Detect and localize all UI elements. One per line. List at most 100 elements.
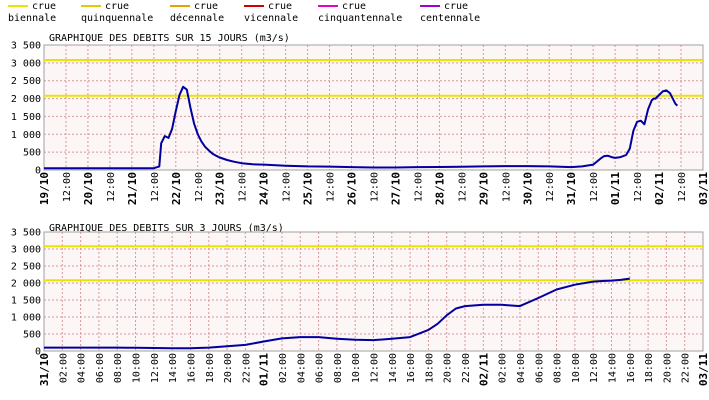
x-tick-label: 12:00	[62, 172, 73, 202]
x-tick-label: 22:00	[461, 353, 472, 383]
x-tick-label: 20:00	[223, 353, 234, 383]
y-tick-label: 0	[35, 347, 41, 358]
x-tick-label: 01/11	[258, 353, 271, 386]
chart-3-days: GRAPHIQUE DES DEBITS SUR 3 JOURS (m3/s) 0…	[11, 223, 709, 386]
x-tick-label: 06:00	[534, 353, 545, 383]
x-tick-label: 27/10	[389, 172, 402, 205]
y-tick-label: 2 000	[11, 279, 41, 290]
x-tick-label: 20:00	[443, 353, 454, 383]
y-tick-label: 500	[23, 148, 41, 159]
y-tick-label: 3 000	[11, 245, 41, 256]
x-tick-label: 02:00	[58, 353, 69, 383]
y-tick-label: 3 000	[11, 58, 41, 69]
y-tick-label: 0	[35, 166, 41, 177]
x-tick-label: 20:00	[662, 353, 673, 383]
x-tick-label: 28/10	[433, 172, 446, 205]
legend-item-quinquennale: crue quinquennale	[81, 1, 153, 24]
x-tick-label: 18:00	[644, 353, 655, 383]
x-tick-label: 26/10	[346, 172, 359, 205]
x-tick-label: 10:00	[351, 353, 362, 383]
chart-title: GRAPHIQUE DES DEBITS SUR 3 JOURS (m3/s)	[49, 223, 284, 234]
legend-swatch	[81, 4, 101, 7]
x-tick-label: 12:00	[677, 172, 688, 202]
legend-label: crue	[342, 1, 367, 12]
x-tick-label: 02:00	[498, 353, 509, 383]
x-tick-label: 04:00	[296, 353, 307, 383]
x-tick-label: 10:00	[132, 353, 143, 383]
legend-swatch	[420, 4, 440, 7]
legend-item-biennale: crue biennale	[8, 1, 56, 24]
chart-15-days: GRAPHIQUE DES DEBITS SUR 15 JOURS (m3/s)…	[11, 33, 709, 205]
x-tick-label: 14:00	[388, 353, 399, 383]
x-tick-label: 06:00	[315, 353, 326, 383]
x-tick-label: 03/11	[697, 172, 709, 205]
x-tick-label: 12:00	[238, 172, 249, 202]
legend-label: crue	[444, 1, 469, 12]
x-tick-label: 19/10	[38, 172, 51, 205]
plot-area	[44, 232, 703, 351]
x-tick-label: 14:00	[168, 353, 179, 383]
x-tick-label: 01/11	[609, 172, 622, 205]
legend-label: biennale	[8, 12, 57, 24]
legend-swatch	[244, 4, 264, 7]
legend-swatch	[318, 4, 338, 7]
x-tick-label: 23/10	[214, 172, 227, 205]
x-tick-label: 16:00	[406, 353, 417, 383]
x-tick-label: 16:00	[626, 353, 637, 383]
x-tick-label: 04:00	[77, 353, 88, 383]
plot-frame	[43, 231, 704, 352]
x-tick-label: 08:00	[113, 353, 124, 383]
plot-frame	[43, 44, 704, 171]
x-tick-label: 08:00	[333, 353, 344, 383]
x-tick-label: 02:00	[278, 353, 289, 383]
x-tick-label: 20/10	[82, 172, 95, 205]
legend-label: centennale	[420, 12, 481, 24]
x-tick-label: 22:00	[241, 353, 252, 383]
x-tick-label: 12:00	[633, 172, 644, 202]
y-tick-label: 3 500	[11, 228, 41, 239]
x-tick-label: 12:00	[282, 172, 293, 202]
chart-title: GRAPHIQUE DES DEBITS SUR 15 JOURS (m3/s)	[49, 33, 290, 44]
legend-label: vicennale	[244, 12, 299, 24]
y-tick-label: 2 000	[11, 94, 41, 105]
y-tick-label: 1 000	[11, 130, 41, 141]
x-tick-label: 12:00	[589, 172, 600, 202]
x-tick-label: 31/10	[565, 172, 578, 205]
x-tick-label: 22:00	[681, 353, 692, 383]
x-tick-label: 12:00	[545, 172, 556, 202]
legend-label: crue	[105, 1, 130, 12]
y-tick-label: 1 000	[11, 313, 41, 324]
y-tick-label: 3 500	[11, 41, 41, 52]
legend-label: crue	[32, 1, 57, 12]
legend-item-decennale: crue décennale	[170, 1, 224, 24]
x-tick-label: 16:00	[186, 353, 197, 383]
x-tick-label: 12:00	[589, 353, 600, 383]
x-tick-label: 12:00	[106, 172, 117, 202]
x-tick-label: 12:00	[150, 172, 161, 202]
x-tick-label: 02/11	[653, 172, 666, 205]
x-tick-label: 14:00	[607, 353, 618, 383]
x-tick-label: 12:00	[413, 172, 424, 202]
x-tick-label: 25/10	[302, 172, 315, 205]
y-tick-label: 2 500	[11, 262, 41, 273]
legend-item-cinquantennale: crue cinquantennale	[318, 1, 402, 24]
x-tick-label: 06:00	[95, 353, 106, 383]
legend-swatch	[8, 4, 28, 7]
x-tick-label: 12:00	[457, 172, 468, 202]
x-tick-label: 29/10	[477, 172, 490, 205]
discharge-series-line	[44, 277, 630, 350]
x-tick-label: 24/10	[258, 172, 271, 205]
discharge-series-line	[44, 85, 679, 170]
x-tick-label: 22/10	[170, 172, 183, 205]
x-tick-label: 31/10	[38, 353, 51, 386]
x-tick-label: 12:00	[194, 172, 205, 202]
x-tick-label: 04:00	[516, 353, 527, 383]
legend-label: cinquantennale	[318, 12, 403, 24]
y-tick-label: 500	[23, 330, 41, 341]
legend-item-vicennale: crue vicennale	[244, 1, 298, 24]
legend-swatch	[170, 4, 190, 7]
x-tick-label: 12:00	[370, 353, 381, 383]
y-tick-label: 2 500	[11, 76, 41, 87]
x-tick-label: 12:00	[150, 353, 161, 383]
x-tick-label: 18:00	[205, 353, 216, 383]
